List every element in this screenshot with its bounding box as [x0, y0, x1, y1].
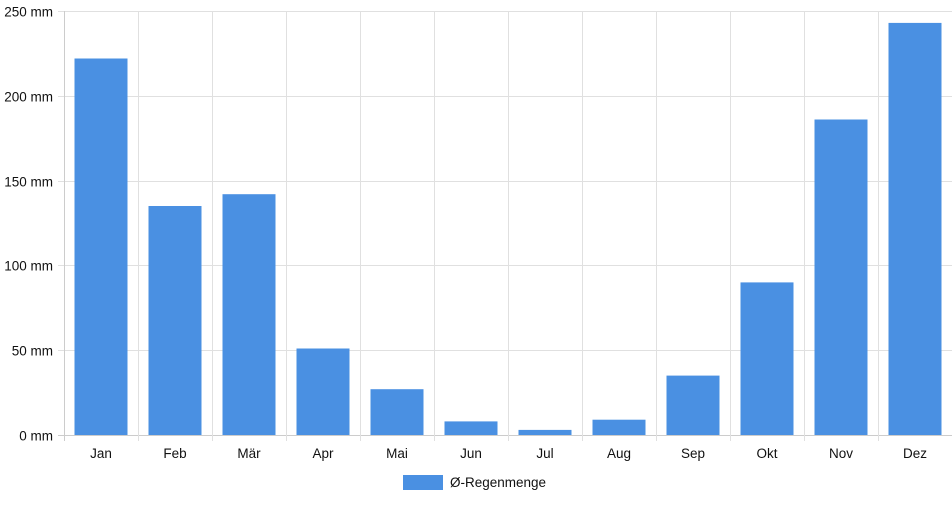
- y-tick-label: 150 mm: [4, 175, 53, 190]
- x-tick-label: Jul: [536, 446, 553, 461]
- x-tick-label: Mär: [237, 446, 261, 461]
- x-tick-label: Okt: [756, 446, 777, 461]
- x-tick-label: Jun: [460, 446, 482, 461]
- y-tick-label: 250 mm: [4, 5, 53, 20]
- x-tick-label: Nov: [829, 446, 853, 461]
- legend[interactable]: Ø-Regenmenge: [403, 475, 546, 490]
- axis-layer: 0 mm 50 mm 100 mm 150 mm 200 mm 250 mm Jan Feb M…: [4, 5, 927, 462]
- legend-label: Ø-Regenmenge: [450, 475, 546, 490]
- bar-feb: [148, 206, 202, 435]
- bar-jan: [74, 58, 128, 435]
- bar-okt: [740, 282, 794, 435]
- bar-mär: [222, 194, 276, 435]
- bar-sep: [666, 375, 720, 435]
- bar-nov: [814, 119, 868, 435]
- legend-swatch: [403, 475, 443, 490]
- bar-aug: [592, 419, 646, 435]
- y-tick-label: 100 mm: [4, 259, 53, 274]
- x-tick-label: Sep: [681, 446, 705, 461]
- bar-dez: [888, 22, 942, 436]
- bar-jun: [444, 421, 498, 435]
- x-tick-label: Mai: [386, 446, 408, 461]
- x-tick-label: Feb: [163, 446, 186, 461]
- y-tick-label: 0 mm: [19, 429, 53, 444]
- bar-mai: [370, 389, 424, 435]
- x-tick-label: Jan: [90, 446, 112, 461]
- grid-layer: [58, 11, 952, 441]
- y-tick-label: 200 mm: [4, 90, 53, 105]
- bar-apr: [296, 348, 350, 435]
- bar-jul: [518, 429, 572, 435]
- bars-layer: [74, 22, 942, 436]
- x-tick-label: Aug: [607, 446, 631, 461]
- x-tick-label: Dez: [903, 446, 927, 461]
- x-tick-label: Apr: [312, 446, 334, 461]
- y-tick-label: 50 mm: [12, 344, 53, 359]
